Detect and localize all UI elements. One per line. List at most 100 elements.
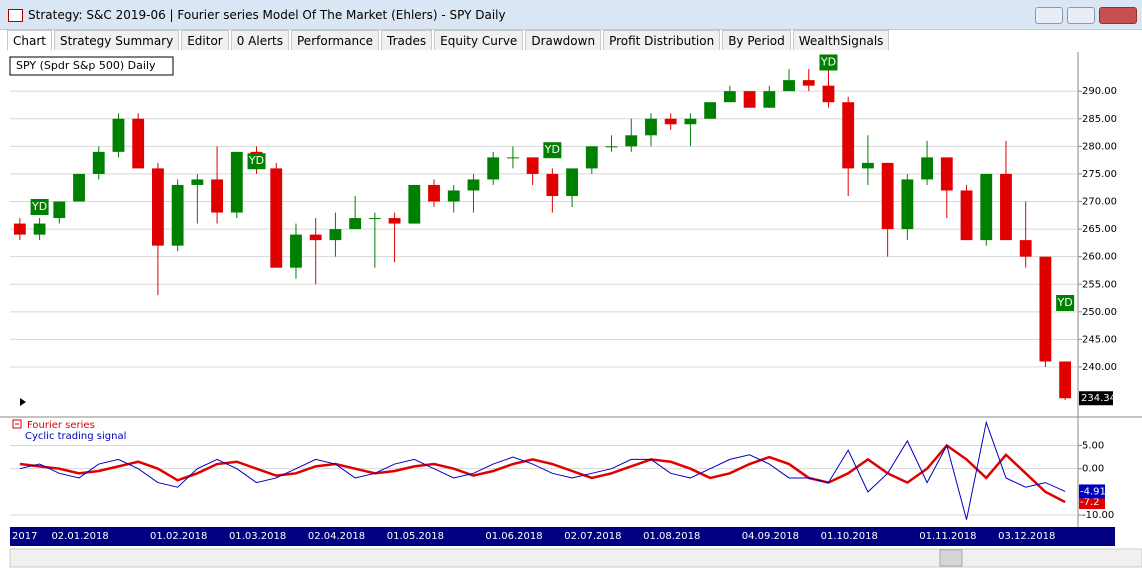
candle-body bbox=[842, 102, 855, 169]
candle-body bbox=[546, 173, 559, 196]
value-box bbox=[1079, 495, 1105, 510]
x-tick-label: 01.08.2018 bbox=[643, 531, 700, 542]
indicator-line bbox=[19, 420, 1066, 520]
y-tick-label: 265.00 bbox=[1082, 224, 1117, 235]
candle-body bbox=[585, 146, 598, 169]
candle-body bbox=[112, 118, 125, 152]
candle-body bbox=[743, 91, 756, 108]
candle-body bbox=[881, 162, 894, 230]
candle-body bbox=[940, 157, 953, 191]
value-label: -7.2 bbox=[1080, 497, 1100, 508]
candle-body bbox=[487, 157, 500, 180]
last-price-box bbox=[1079, 391, 1113, 406]
candle-body bbox=[566, 168, 578, 196]
legend-entry: Fourier series bbox=[27, 420, 95, 431]
candle-body bbox=[13, 223, 26, 235]
candle-body bbox=[1039, 256, 1052, 362]
y-tick-label: 245.00 bbox=[1082, 334, 1117, 345]
expand-button[interactable] bbox=[20, 398, 26, 406]
y-tick-label: 240.00 bbox=[1082, 362, 1117, 373]
x-tick-label: 01.11.2018 bbox=[919, 531, 976, 542]
candle-body bbox=[270, 168, 283, 268]
candle-body bbox=[92, 151, 105, 174]
candle-body bbox=[368, 218, 381, 220]
tab[interactable]: Profit Distribution bbox=[603, 30, 721, 51]
tab[interactable]: 0 Alerts bbox=[230, 30, 289, 51]
y-tick-label: 250.00 bbox=[1082, 307, 1117, 318]
candle-body bbox=[822, 85, 835, 103]
candle-body bbox=[73, 173, 85, 202]
candle-body bbox=[1000, 173, 1012, 241]
tab[interactable]: By Period bbox=[722, 30, 791, 51]
scroll-thumb[interactable] bbox=[939, 549, 963, 567]
candle-body bbox=[447, 190, 460, 202]
candle-body bbox=[526, 157, 539, 174]
y-tick-label: 280.00 bbox=[1082, 141, 1117, 152]
candle-body bbox=[53, 201, 66, 219]
candle-body bbox=[901, 179, 914, 230]
tab[interactable]: Strategy Summary bbox=[53, 30, 180, 51]
minimize-button[interactable] bbox=[1035, 7, 1063, 24]
candle-body bbox=[467, 179, 480, 191]
signal-label: YD bbox=[544, 143, 560, 156]
candle-body bbox=[349, 218, 362, 230]
candle-body bbox=[211, 179, 223, 213]
candle-body bbox=[684, 118, 697, 125]
candle-body bbox=[507, 157, 519, 159]
signal-marker bbox=[247, 153, 266, 170]
tab[interactable]: Equity Curve bbox=[434, 30, 524, 51]
y-tick-label: 270.00 bbox=[1082, 197, 1117, 208]
y-tick-label: -10.00 bbox=[1082, 510, 1114, 521]
y-tick-label: 0.00 bbox=[1082, 464, 1104, 475]
candle-body bbox=[625, 135, 638, 147]
tab[interactable]: Editor bbox=[181, 30, 229, 51]
tab-bar: Chart Strategy Summary Editor 0 Alerts Perfo… bbox=[7, 30, 891, 51]
window-title: Strategy: S&C 2019-06 | Fourier series M… bbox=[28, 8, 506, 22]
maximize-button[interactable] bbox=[1067, 7, 1095, 24]
candle-body bbox=[309, 234, 322, 241]
title-bar: Strategy: S&C 2019-06 | Fourier series M… bbox=[0, 0, 1142, 30]
x-tick-label: 02.07.2018 bbox=[564, 531, 621, 542]
candle-body bbox=[408, 184, 421, 224]
signal-label: YD bbox=[31, 200, 47, 213]
date-axis bbox=[10, 527, 1115, 546]
scrollbar[interactable] bbox=[9, 548, 1142, 568]
signal-marker bbox=[30, 199, 49, 216]
value-label: -4.91 bbox=[1080, 486, 1106, 497]
candle-body bbox=[921, 157, 933, 180]
x-tick-label: 01.02.2018 bbox=[150, 531, 207, 542]
candle-body bbox=[664, 118, 677, 125]
legend-collapse[interactable] bbox=[12, 419, 22, 429]
candle-body bbox=[645, 118, 657, 136]
candle-body bbox=[388, 218, 401, 224]
close-button[interactable] bbox=[1099, 7, 1137, 24]
candle-body bbox=[33, 223, 46, 235]
y-tick-label: 285.00 bbox=[1082, 114, 1117, 125]
candle-body bbox=[1059, 361, 1072, 399]
signal-label: YD bbox=[248, 154, 264, 167]
candle-body bbox=[605, 146, 618, 148]
y-tick-label: 275.00 bbox=[1082, 169, 1117, 180]
value-box bbox=[1079, 484, 1105, 499]
tab[interactable]: Trades bbox=[381, 30, 433, 51]
y-tick-label: 255.00 bbox=[1082, 279, 1117, 290]
candle-body bbox=[230, 151, 243, 213]
tab[interactable]: WealthSignals bbox=[792, 30, 890, 51]
legend-entry: Cyclic trading signal bbox=[25, 431, 126, 442]
candle-body bbox=[763, 91, 776, 108]
app-icon bbox=[8, 9, 23, 22]
x-tick-label: 01.05.2018 bbox=[387, 531, 444, 542]
candle-body bbox=[862, 162, 874, 169]
tab[interactable]: Drawdown bbox=[525, 30, 602, 51]
candle-body bbox=[428, 184, 440, 202]
candle-body bbox=[802, 80, 815, 86]
x-tick-label: 01.03.2018 bbox=[229, 531, 286, 542]
candle-body bbox=[704, 102, 717, 119]
candle-body bbox=[980, 173, 993, 241]
tab[interactable]: Performance bbox=[291, 30, 380, 51]
x-tick-label: 2017 bbox=[12, 531, 37, 542]
x-tick-label: 03.12.2018 bbox=[998, 531, 1055, 542]
tab[interactable]: Chart bbox=[7, 30, 52, 51]
